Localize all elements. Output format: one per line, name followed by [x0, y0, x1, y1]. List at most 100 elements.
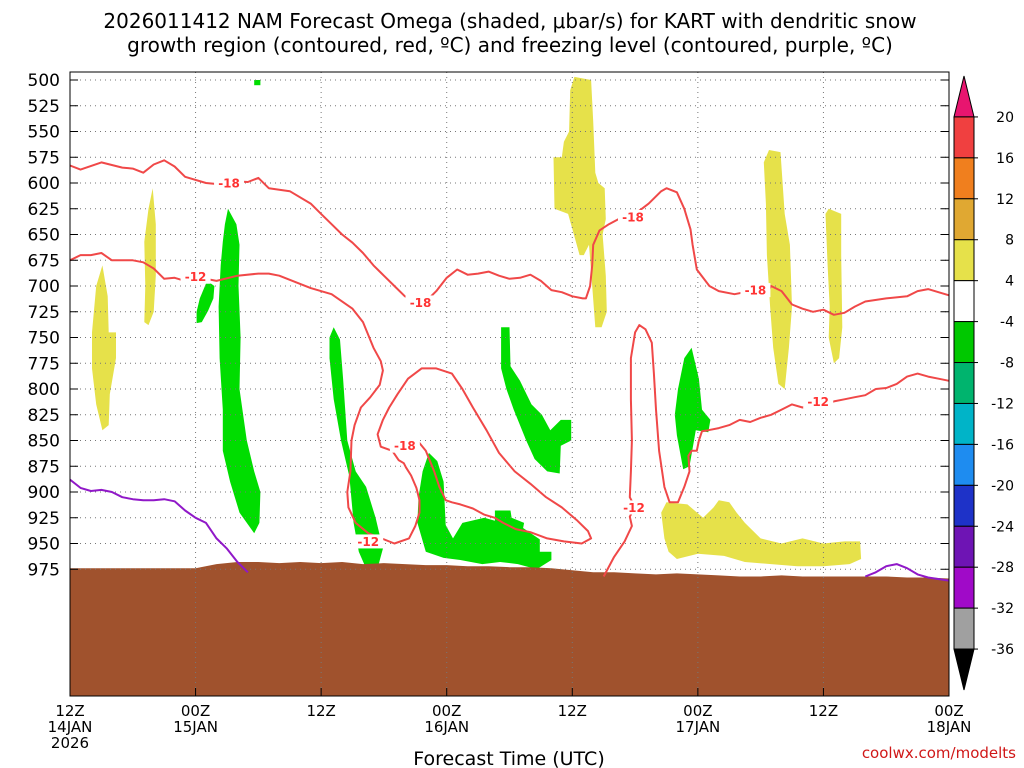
- x-tick-label-36-2: 16JAN: [424, 718, 469, 736]
- label-minus12-b-bg: [353, 534, 384, 549]
- y-tick-label-675: 675: [28, 251, 60, 271]
- colorbar-segment-1: [953, 116, 975, 159]
- y-tick-label-950: 950: [28, 535, 60, 555]
- y-tick-label-975: 975: [28, 560, 60, 580]
- label-minus12-a: -12: [185, 270, 207, 284]
- y-tick-label-825: 825: [28, 406, 60, 426]
- colorbar-segment-13: [953, 607, 975, 650]
- colorbar-label-8: -16: [991, 437, 1014, 453]
- label-minus12-d: -12: [807, 395, 829, 409]
- y-tick-label-550: 550: [28, 123, 60, 143]
- colorbar-label-0: 20: [996, 110, 1014, 126]
- colorbar-segment-6: [953, 321, 975, 364]
- freezing-level-left: [69, 478, 249, 574]
- y-tick-label-625: 625: [28, 200, 60, 220]
- colorbar: 20 16 12 8 4 -4 -8 -12 -16 -20 -24 -28 -32 -36: [953, 75, 1014, 691]
- label-minus18-b: -18: [410, 296, 432, 310]
- colorbar-label-12: -32: [991, 601, 1014, 617]
- label-minus18-d: -18: [622, 210, 644, 224]
- y-tick-label-775: 775: [28, 354, 60, 374]
- colorbar-segment-8: [953, 402, 975, 445]
- yellow-cell-1: [92, 265, 116, 431]
- colorbar-segment-9: [953, 443, 975, 486]
- green-cell-1: [254, 80, 261, 86]
- x-tick-label-60-2: 17JAN: [675, 718, 720, 736]
- colorbar-segment-14: [953, 648, 975, 691]
- label-minus18-d-bg: [617, 209, 648, 224]
- colorbar-segment-0: [953, 75, 975, 118]
- x-axis-label: Forecast Time (UTC): [413, 748, 604, 768]
- x-tick-label-84-2: 18JAN: [927, 718, 972, 736]
- y-tick-label-600: 600: [28, 174, 60, 194]
- contour-labels: -18 -12 -18 -18 -12 -18 -12 -18 -12: [180, 176, 834, 549]
- chart-title-line-2: growth region (contoured, red, ºC) and f…: [127, 33, 893, 57]
- colorbar-segment-12: [953, 566, 975, 609]
- y-axis: 500 525 550 575 600 625 650 675 700 725 750 775 800 8…: [28, 71, 949, 580]
- green-cell-4: [329, 327, 383, 567]
- label-minus12-b: -12: [357, 535, 379, 549]
- label-minus18-a-bg: [214, 176, 245, 190]
- credit-text: coolwx.com/modelts: [862, 744, 1016, 762]
- colorbar-segment-4: [953, 239, 975, 282]
- x-tick-label-36-1: 00Z: [432, 702, 461, 720]
- colorbar-segment-10: [953, 484, 975, 527]
- label-minus12-a-bg: [180, 269, 211, 284]
- colorbar-segment-3: [953, 198, 975, 241]
- x-tick-label-12-2: 15JAN: [173, 718, 218, 736]
- y-tick-label-850: 850: [28, 432, 60, 452]
- colorbar-label-1: 16: [996, 151, 1014, 167]
- label-minus18-b-bg: [405, 295, 436, 310]
- colorbar-label-5: -4: [1000, 315, 1014, 331]
- green-cell-2: [196, 280, 215, 324]
- x-tick-label-0-2: 14JAN: [48, 718, 93, 736]
- terrain-layer: [70, 562, 949, 696]
- x-tick-label-12-1: 00Z: [181, 702, 210, 720]
- chart-title-line-1: 2026011412 NAM Forecast Omega (shaded, μ…: [103, 9, 916, 33]
- label-minus18-c: -18: [394, 439, 416, 453]
- isotherm-minus12-lower: [602, 324, 950, 577]
- y-tick-label-575: 575: [28, 148, 60, 168]
- x-tick-label-0-1: 12Z: [55, 702, 84, 720]
- colorbar-segment-11: [953, 525, 975, 568]
- colorbar-segment-2: [953, 157, 975, 200]
- x-tick-label-48-1: 12Z: [558, 702, 587, 720]
- colorbar-label-4: 4: [1005, 274, 1014, 290]
- colorbar-label-13: -36: [991, 642, 1014, 658]
- colorbar-segment-7: [953, 362, 975, 404]
- yellow-cell-3: [553, 76, 607, 328]
- y-tick-label-525: 525: [28, 97, 60, 117]
- y-tick-label-725: 725: [28, 303, 60, 323]
- colorbar-label-3: 8: [1005, 233, 1014, 249]
- green-cell-6: [501, 327, 572, 474]
- y-tick-label-750: 750: [28, 329, 60, 349]
- colorbar-label-7: -12: [991, 396, 1014, 412]
- x-tick-label-60-1: 00Z: [683, 702, 712, 720]
- yellow-cell-4: [763, 150, 792, 389]
- contour-lines: [69, 159, 950, 582]
- x-tick-label-84-1: 00Z: [934, 702, 963, 720]
- label-minus18-e: -18: [745, 284, 767, 298]
- label-minus18-a: -18: [218, 177, 240, 191]
- yellow-cell-5: [825, 208, 843, 364]
- y-tick-label-650: 650: [28, 226, 60, 246]
- x-tick-label-24-1: 12Z: [306, 702, 335, 720]
- green-cell-7: [674, 347, 711, 470]
- y-tick-label-800: 800: [28, 380, 60, 400]
- colorbar-label-10: -24: [991, 519, 1014, 535]
- y-tick-label-700: 700: [28, 277, 60, 297]
- omega-shaded-regions: [92, 76, 862, 570]
- x-tick-label-0-3: 2026: [51, 734, 89, 752]
- colorbar-label-2: 12: [996, 192, 1014, 208]
- green-cell-5: [417, 452, 552, 570]
- label-minus12-c: -12: [623, 501, 645, 515]
- yellow-cell-2: [144, 188, 156, 326]
- colorbar-label-6: -8: [1000, 356, 1014, 372]
- label-minus18-c-bg: [389, 438, 420, 453]
- y-tick-label-875: 875: [28, 457, 60, 477]
- colorbar-segment-5: [953, 280, 975, 323]
- colorbar-label-9: -20: [991, 478, 1014, 494]
- yellow-cell-6: [661, 500, 862, 567]
- y-tick-label-500: 500: [28, 71, 60, 91]
